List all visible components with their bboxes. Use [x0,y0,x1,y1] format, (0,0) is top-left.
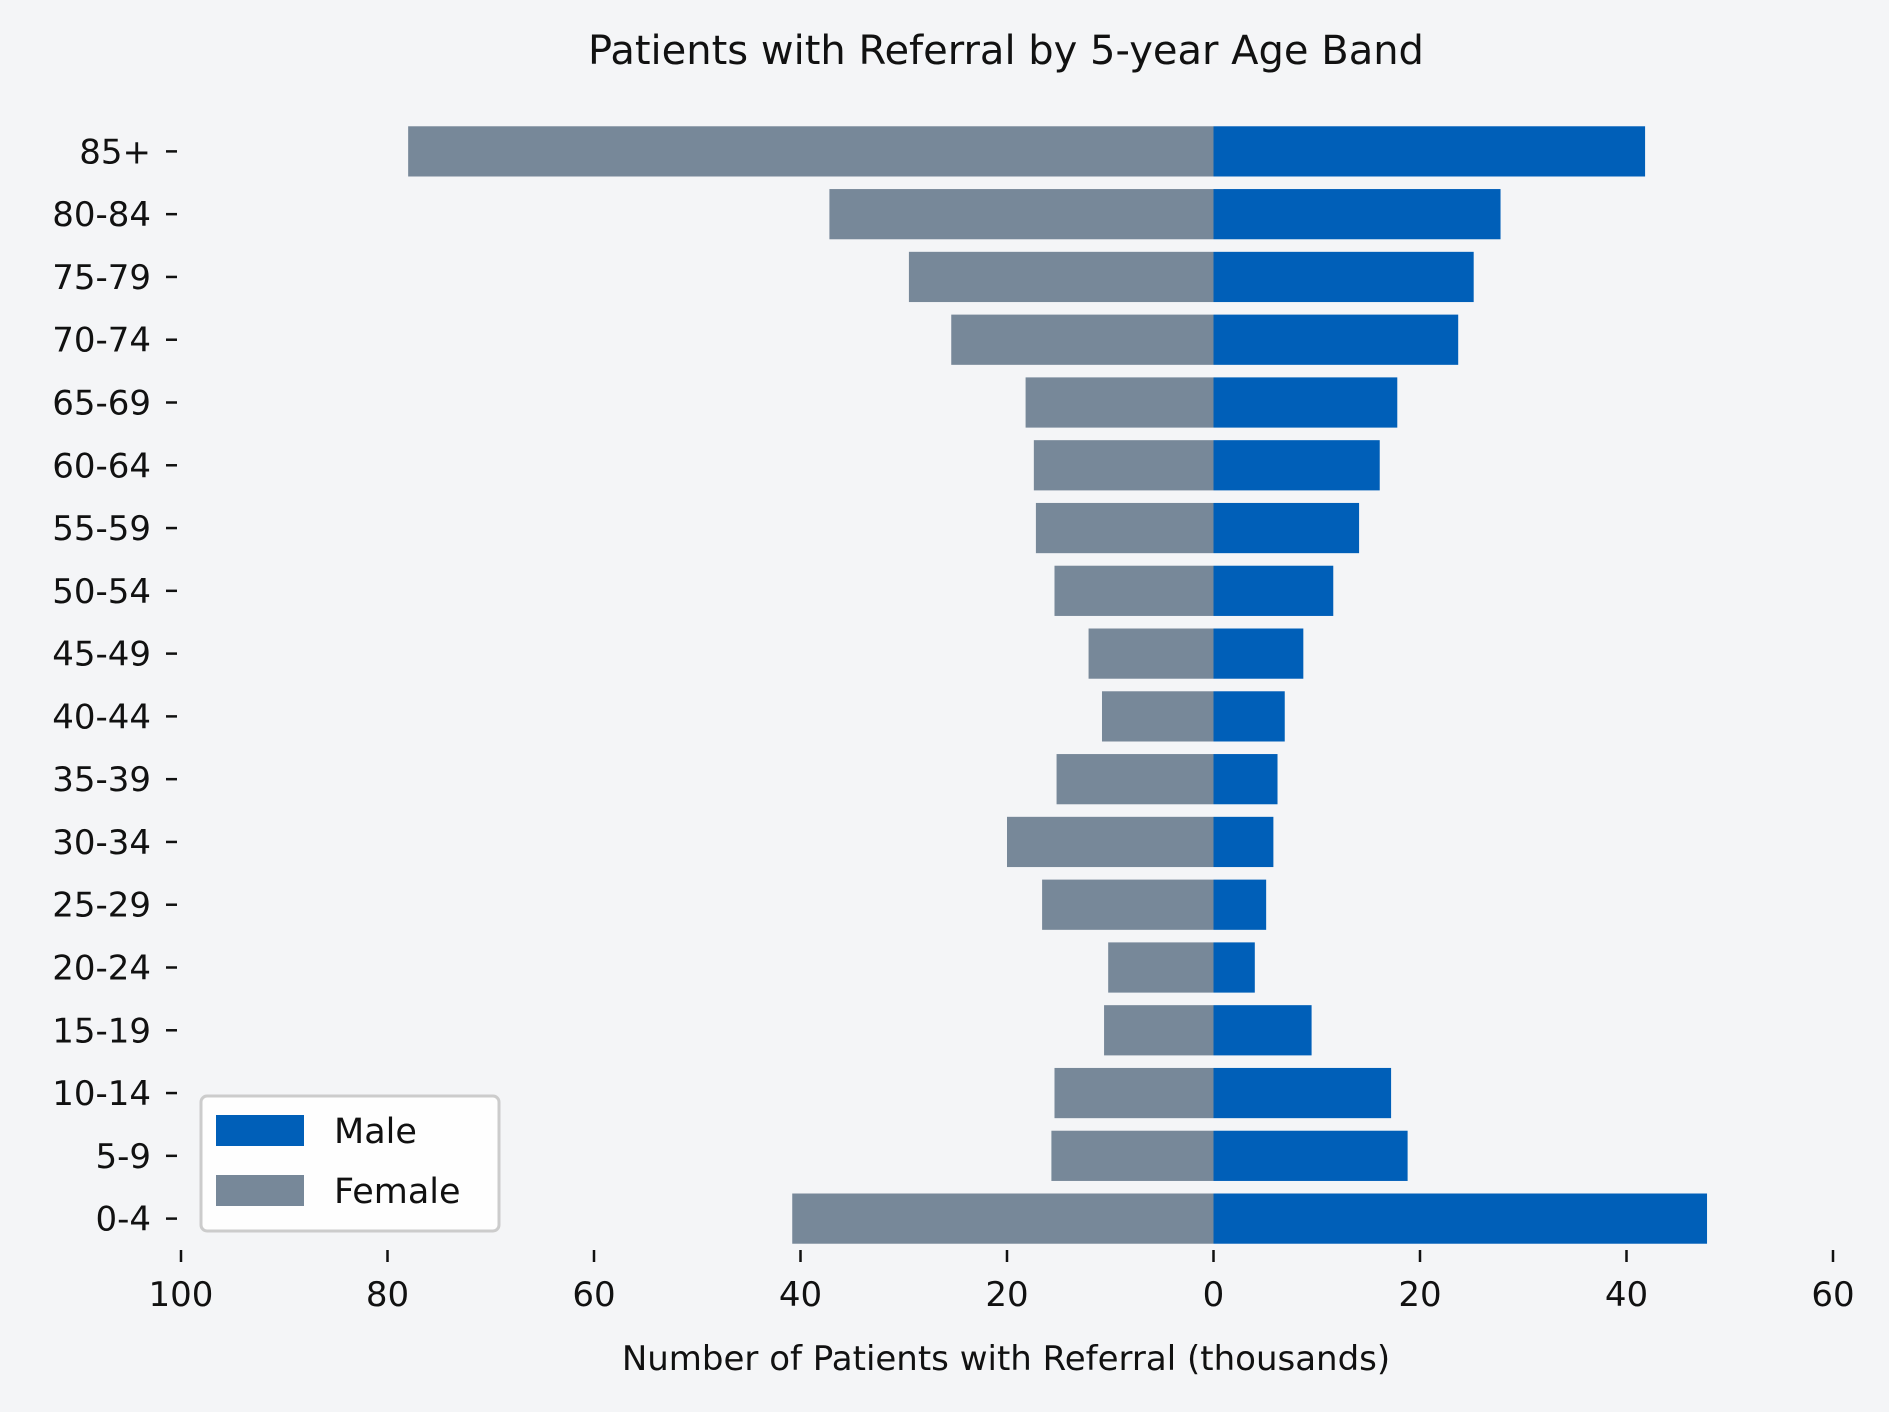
bar-female-30-34 [1007,816,1214,868]
bar-female-10-14 [1054,1067,1214,1119]
bar-female-20-24 [1108,942,1214,993]
bar-female-5-9 [1051,1130,1214,1181]
y-tick-label: 50-54 [52,572,151,612]
y-tick-label: 5-9 [95,1137,151,1177]
chart-title: Patients with Referral by 5-year Age Ban… [588,28,1424,74]
x-tick-label: 0 [1203,1275,1225,1315]
legend-swatch-female [216,1175,304,1206]
bar-female-80-84 [829,189,1214,240]
y-axis: 0-4 5-9 10-14 15-19 20-24 25-29 30-34 35-39 40-4… [52,132,177,1240]
bar-male-5-9 [1213,1130,1408,1181]
bar-female-15-19 [1104,1005,1214,1056]
x-tick-label: 60 [1811,1275,1854,1315]
legend[interactable]: Male Female [199,1094,501,1233]
legend-label-female: Female [334,1172,461,1212]
bar-female-85+ [408,126,1214,177]
bar-female-55-59 [1035,502,1214,554]
bar-male-40-44 [1213,691,1285,742]
bar-male-50-54 [1213,565,1334,616]
bar-female-65-69 [1025,377,1214,428]
y-tick-label: 80-84 [52,195,151,235]
y-tick-label: 20-24 [52,949,151,989]
bar-female-0-4 [792,1193,1214,1244]
y-tick-label: 60-64 [52,446,151,486]
x-tick-label: 40 [1605,1275,1648,1315]
y-tick-label: 15-19 [52,1011,151,1051]
x-tick-label: 20 [1398,1275,1441,1315]
x-tick-label: 60 [572,1275,615,1315]
legend-label-male: Male [334,1112,417,1152]
bar-male-10-14 [1213,1067,1392,1119]
x-tick-label: 80 [366,1275,409,1315]
bar-male-60-64 [1213,440,1380,491]
bar-female-35-39 [1056,754,1214,805]
bar-female-40-44 [1101,691,1214,742]
bar-male-70-74 [1213,314,1459,365]
y-tick-label: 30-34 [52,823,151,863]
bar-male-55-59 [1213,502,1360,554]
y-tick-label: 35-39 [52,760,151,800]
y-tick-label: 70-74 [52,321,151,361]
bar-male-65-69 [1213,377,1398,428]
bar-female-60-64 [1033,440,1214,491]
bar-male-85+ [1213,126,1646,177]
bar-male-30-34 [1213,816,1274,868]
bar-female-75-79 [908,251,1214,303]
bar-male-25-29 [1213,879,1267,930]
legend-swatch-male [216,1115,304,1146]
x-tick-label: 100 [149,1275,214,1315]
bar-female-50-54 [1054,565,1214,616]
bar-male-15-19 [1213,1005,1312,1056]
y-tick-label: 85+ [79,132,151,172]
bar-female-25-29 [1042,879,1214,930]
x-axis: 100 80 60 40 20 0 20 40 60 [149,1250,1855,1315]
x-tick-label: 20 [985,1275,1028,1315]
y-tick-label: 65-69 [52,384,151,424]
bar-male-20-24 [1213,942,1255,993]
bar-male-0-4 [1213,1193,1708,1244]
bar-female-45-49 [1088,628,1214,679]
bars-layer [408,126,1708,1244]
y-tick-label: 55-59 [52,509,151,549]
y-tick-label: 25-29 [52,886,151,926]
y-tick-label: 10-14 [52,1074,151,1114]
bar-male-35-39 [1213,754,1278,805]
x-axis-label: Number of Patients with Referral (thousa… [622,1339,1390,1379]
bar-male-75-79 [1213,251,1474,303]
y-tick-label: 0-4 [95,1200,151,1240]
y-tick-label: 40-44 [52,697,151,737]
bar-male-45-49 [1213,628,1304,679]
y-tick-label: 75-79 [52,258,151,298]
x-tick-label: 40 [779,1275,822,1315]
bar-male-80-84 [1213,189,1501,240]
y-tick-label: 45-49 [52,635,151,675]
bar-female-70-74 [951,314,1214,365]
